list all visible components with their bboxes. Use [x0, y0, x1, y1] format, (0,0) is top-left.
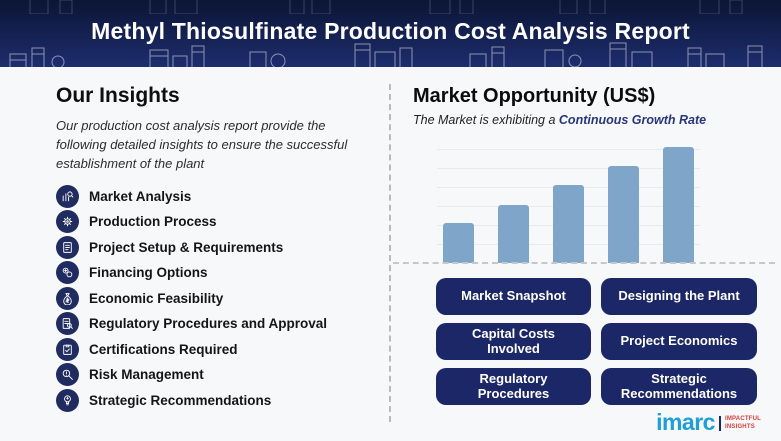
list-item: Risk Management [56, 363, 374, 387]
list-item-label: Project Setup & Requirements [89, 239, 284, 255]
market-analysis-icon [56, 184, 79, 208]
section-divider [389, 84, 391, 422]
list-item: Regulatory Procedures and Approval [56, 312, 374, 336]
list-item: Certifications Required [56, 337, 374, 361]
insights-list: Market Analysis Production Process Proje… [56, 184, 374, 412]
bar-chart [437, 141, 700, 263]
chart-bar [443, 223, 474, 263]
strategic-recommendations-button[interactable]: Strategic Recommendations [601, 368, 757, 405]
page-title: Methyl Thiosulfinate Production Cost Ana… [91, 18, 690, 44]
designing-the-plant-button[interactable]: Designing the Plant [601, 278, 757, 315]
project-economics-button[interactable]: Project Economics [601, 323, 757, 360]
financing-options-icon [56, 261, 79, 285]
list-item: Project Setup & Requirements [56, 235, 374, 259]
skyline-art-top [29, 0, 743, 14]
market-opportunity-section: Market Opportunity (US$) The Market is e… [413, 85, 773, 127]
report-topics-grid: Market Snapshot Designing the Plant Capi… [436, 278, 757, 405]
list-item: Production Process [56, 210, 374, 234]
logo-divider [718, 416, 721, 431]
insights-section: Our Insights Our production cost analysi… [56, 84, 374, 416]
imarc-logo: imarc IMPACTFUL INSIGHTS [656, 411, 761, 434]
production-process-icon [56, 210, 79, 234]
list-item-label: Economic Feasibility [89, 290, 224, 306]
list-item-label: Market Analysis [89, 188, 192, 204]
market-subtitle: The Market is exhibiting a Continuous Gr… [413, 113, 773, 127]
imarc-wordmark: imarc [656, 409, 715, 435]
skyline-art [9, 42, 763, 68]
list-item-label: Regulatory Procedures and Approval [89, 316, 328, 332]
insights-description: Our production cost analysis report prov… [56, 118, 348, 171]
tagline-line1: IMPACTFUL [724, 416, 761, 422]
chart-bar [553, 185, 584, 263]
list-item-label: Financing Options [89, 265, 208, 281]
subtitle-prefix: The Market is exhibiting a [413, 113, 559, 127]
chart-bar [608, 166, 639, 263]
subtitle-highlight: Continuous Growth Rate [558, 113, 707, 127]
project-setup-icon [56, 235, 79, 259]
list-item-label: Strategic Recommendations [89, 392, 272, 408]
chart-bar [663, 147, 694, 263]
list-item: Economic Feasibility [56, 286, 374, 310]
chart-baseline [393, 262, 775, 264]
capital-costs-button[interactable]: Capital Costs Involved [436, 323, 591, 360]
list-item: Market Analysis [56, 184, 374, 208]
list-item-label: Production Process [89, 214, 217, 230]
list-item: Strategic Recommendations [56, 388, 374, 412]
tagline-line2: INSIGHTS [724, 423, 755, 430]
market-heading: Market Opportunity (US$) [413, 85, 656, 107]
market-snapshot-button[interactable]: Market Snapshot [436, 278, 591, 315]
chart-bar [498, 205, 529, 263]
regulatory-procedures-icon [56, 312, 79, 336]
list-item: Financing Options [56, 261, 374, 285]
insights-heading: Our Insights [56, 84, 180, 107]
strategic-recommendations-icon [56, 388, 79, 412]
header-banner: Methyl Thiosulfinate Production Cost Ana… [0, 0, 781, 68]
list-item-label: Risk Management [89, 367, 204, 383]
regulatory-procedures-button[interactable]: Regulatory Procedures [436, 368, 591, 405]
logo-tagline: IMPACTFUL INSIGHTS [725, 416, 761, 431]
economic-feasibility-icon [56, 286, 79, 310]
certifications-icon [56, 337, 79, 361]
list-item-label: Certifications Required [89, 341, 238, 357]
risk-management-icon [56, 363, 79, 387]
